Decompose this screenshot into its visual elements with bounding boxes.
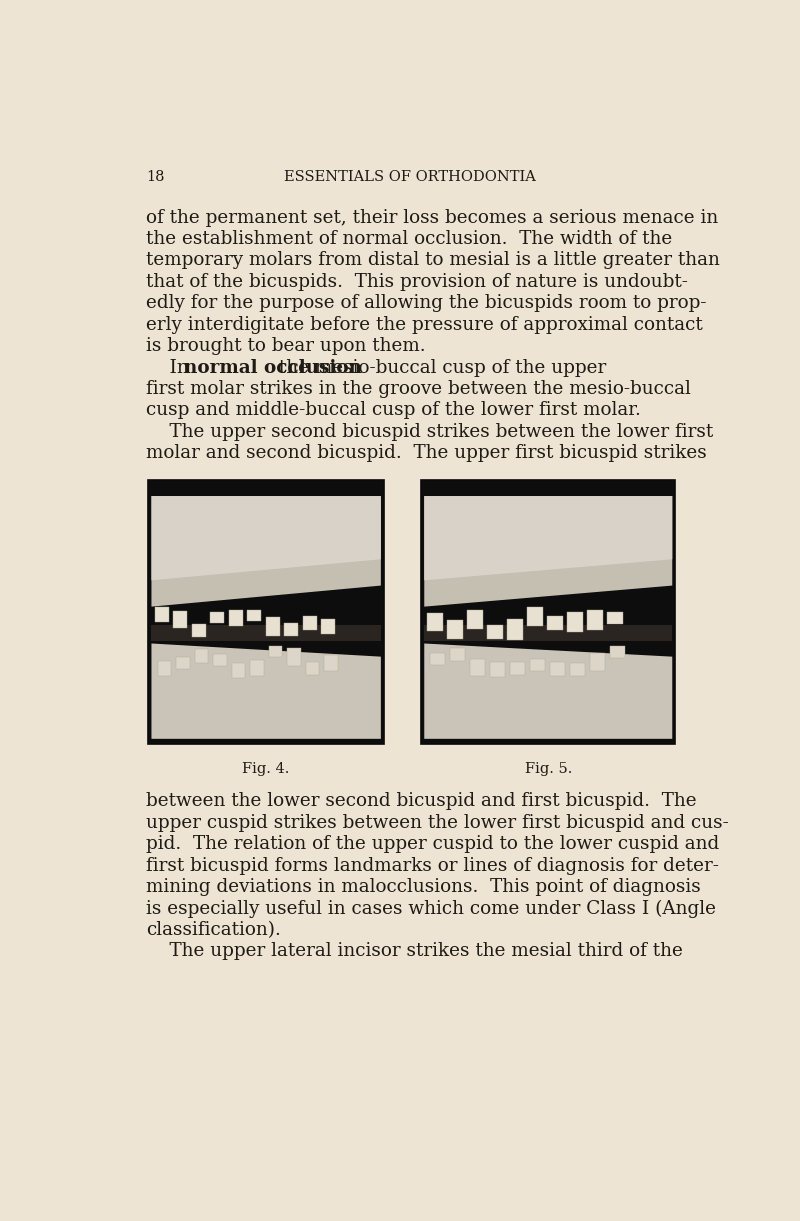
Text: temporary molars from distal to mesial is a little greater than: temporary molars from distal to mesial i… bbox=[146, 252, 720, 270]
Text: edly for the purpose of allowing the bicuspids room to prop-: edly for the purpose of allowing the bic… bbox=[146, 294, 707, 313]
Text: normal occlusion: normal occlusion bbox=[184, 359, 362, 376]
Text: The upper second bicuspid strikes between the lower first: The upper second bicuspid strikes betwee… bbox=[146, 422, 714, 441]
Bar bbox=[306, 662, 319, 674]
Text: classification).: classification). bbox=[146, 921, 282, 939]
Text: the establishment of normal occlusion.  The width of the: the establishment of normal occlusion. T… bbox=[146, 230, 673, 248]
Bar bbox=[487, 625, 502, 639]
Bar bbox=[194, 648, 208, 663]
Text: Fig. 4.: Fig. 4. bbox=[242, 762, 290, 777]
Bar bbox=[427, 613, 442, 630]
Bar bbox=[430, 653, 445, 665]
Bar bbox=[229, 609, 243, 626]
Bar bbox=[247, 610, 262, 621]
Bar bbox=[287, 648, 301, 667]
Text: first bicuspid forms landmarks or lines of diagnosis for deter-: first bicuspid forms landmarks or lines … bbox=[146, 857, 719, 874]
Polygon shape bbox=[424, 496, 672, 580]
Bar bbox=[510, 662, 525, 675]
Bar bbox=[450, 648, 465, 661]
Text: erly interdigitate before the pressure of approximal contact: erly interdigitate before the pressure o… bbox=[146, 316, 703, 333]
Polygon shape bbox=[151, 496, 381, 580]
Bar bbox=[587, 609, 602, 630]
Bar bbox=[266, 617, 280, 636]
Text: pid.  The relation of the upper cuspid to the lower cuspid and: pid. The relation of the upper cuspid to… bbox=[146, 835, 720, 853]
Text: between the lower second bicuspid and first bicuspid.  The: between the lower second bicuspid and fi… bbox=[146, 792, 697, 811]
Bar bbox=[148, 480, 384, 744]
Bar bbox=[424, 625, 672, 641]
Text: ESSENTIALS OF ORTHODONTIA: ESSENTIALS OF ORTHODONTIA bbox=[284, 170, 536, 184]
Bar bbox=[547, 615, 562, 630]
Text: cusp and middle-buccal cusp of the lower first molar.: cusp and middle-buccal cusp of the lower… bbox=[146, 402, 642, 420]
Bar bbox=[610, 646, 625, 658]
Bar bbox=[447, 620, 462, 639]
Text: is especially useful in cases which come under Class I (Angle: is especially useful in cases which come… bbox=[146, 900, 717, 918]
Text: that of the bicuspids.  This provision of nature is undoubt-: that of the bicuspids. This provision of… bbox=[146, 272, 688, 291]
Bar bbox=[232, 663, 245, 678]
Polygon shape bbox=[424, 643, 672, 739]
Bar bbox=[490, 662, 505, 678]
Bar bbox=[530, 659, 545, 672]
Bar bbox=[284, 624, 298, 636]
Text: first molar strikes in the groove between the mesio-buccal: first molar strikes in the groove betwee… bbox=[146, 380, 691, 398]
Bar bbox=[151, 625, 381, 641]
Bar bbox=[191, 624, 206, 637]
Bar bbox=[173, 610, 187, 629]
Polygon shape bbox=[151, 643, 381, 739]
Bar bbox=[570, 663, 585, 675]
Bar bbox=[176, 657, 190, 669]
Bar bbox=[567, 613, 582, 632]
Bar bbox=[210, 612, 224, 624]
Bar bbox=[421, 480, 675, 744]
Text: 18: 18 bbox=[146, 170, 165, 184]
Text: The upper lateral incisor strikes the mesial third of the: The upper lateral incisor strikes the me… bbox=[146, 943, 683, 961]
Bar bbox=[607, 613, 622, 624]
Text: mining deviations in malocclusions.  This point of diagnosis: mining deviations in malocclusions. This… bbox=[146, 878, 702, 896]
Text: upper cuspid strikes between the lower first bicuspid and cus-: upper cuspid strikes between the lower f… bbox=[146, 814, 730, 832]
Polygon shape bbox=[424, 496, 672, 607]
Bar bbox=[467, 610, 482, 629]
Polygon shape bbox=[151, 496, 381, 607]
Text: of the permanent set, their loss becomes a serious menace in: of the permanent set, their loss becomes… bbox=[146, 209, 718, 227]
Bar bbox=[269, 646, 282, 657]
Bar bbox=[590, 653, 605, 670]
Text: In: In bbox=[146, 359, 195, 376]
Bar bbox=[321, 619, 335, 634]
Text: Fig. 5.: Fig. 5. bbox=[525, 762, 572, 777]
Bar bbox=[324, 656, 338, 672]
Text: the mesio-buccal cusp of the upper: the mesio-buccal cusp of the upper bbox=[273, 359, 606, 376]
Text: is brought to bear upon them.: is brought to bear upon them. bbox=[146, 337, 426, 355]
Bar bbox=[302, 615, 317, 630]
Text: molar and second bicuspid.  The upper first bicuspid strikes: molar and second bicuspid. The upper fir… bbox=[146, 444, 707, 463]
Bar bbox=[158, 661, 171, 676]
Bar bbox=[470, 659, 485, 676]
Bar bbox=[250, 661, 264, 675]
Bar bbox=[550, 662, 565, 676]
Bar bbox=[213, 653, 226, 665]
Bar bbox=[527, 607, 542, 625]
Bar bbox=[154, 607, 169, 621]
Bar bbox=[507, 619, 522, 640]
